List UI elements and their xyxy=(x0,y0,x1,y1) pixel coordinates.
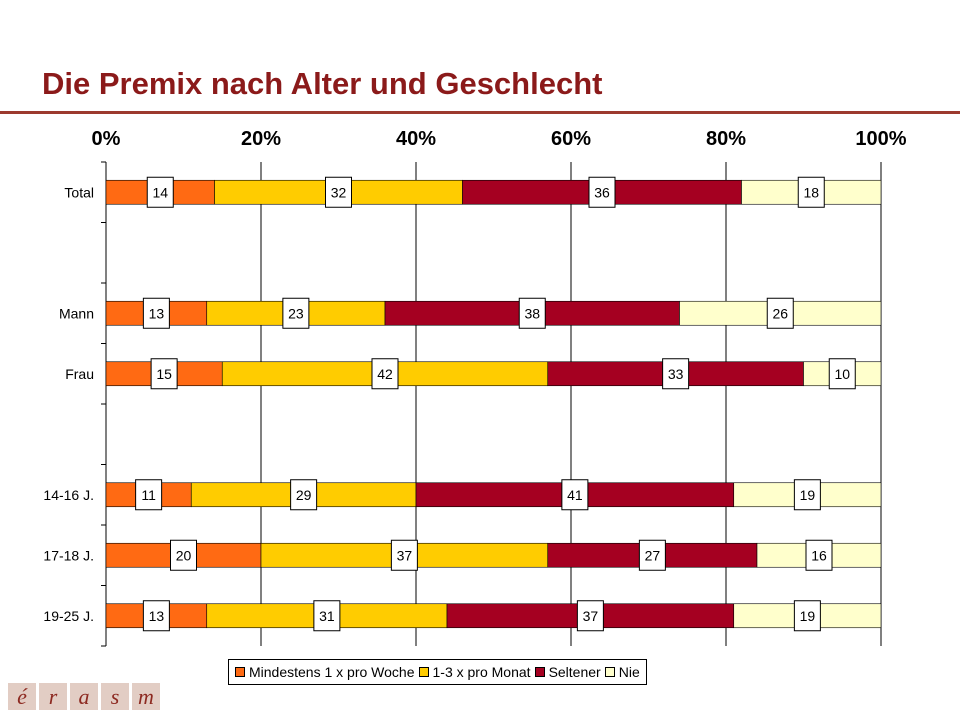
data-label-box xyxy=(576,600,604,632)
logo-letter: a xyxy=(70,683,98,710)
data-label-box xyxy=(371,358,399,390)
data-label: 31 xyxy=(319,608,335,624)
legend-item: Nie xyxy=(604,664,640,680)
x-tick-label: 100% xyxy=(855,128,906,150)
data-label-box xyxy=(313,600,341,632)
data-label-box xyxy=(518,297,546,329)
data-label-box xyxy=(828,358,856,390)
data-label: 38 xyxy=(524,305,540,321)
data-label-box xyxy=(142,297,170,329)
x-tick-label: 0% xyxy=(92,128,121,150)
legend-swatch xyxy=(418,667,429,677)
legend-swatch xyxy=(534,667,545,677)
legend-swatch xyxy=(604,667,615,677)
data-label: 32 xyxy=(331,184,347,200)
data-label: 23 xyxy=(288,305,304,321)
data-label-box xyxy=(561,479,589,511)
data-label: 26 xyxy=(772,305,788,321)
legend-swatch xyxy=(235,667,245,677)
stacked-bar-chart: 0% 20% 40% 60% 80% 100% Total 14 32 36 18 Mann 13 23 3… xyxy=(43,128,907,647)
data-label-box xyxy=(290,479,318,511)
data-label-box xyxy=(793,600,821,632)
data-label-box xyxy=(150,358,178,390)
data-label-box xyxy=(282,297,310,329)
data-label-box xyxy=(390,539,418,571)
data-label: 16 xyxy=(811,547,827,563)
data-label: 14 xyxy=(152,184,168,200)
data-label: 19 xyxy=(800,608,816,624)
chart-legend: Mindestens 1 x pro Woche 1-3 x pro Monat S… xyxy=(228,659,647,685)
data-label: 41 xyxy=(567,487,583,503)
data-label: 15 xyxy=(156,366,172,382)
data-label: 13 xyxy=(149,608,165,624)
data-label-box xyxy=(588,176,616,208)
logo-letter: r xyxy=(39,683,67,710)
data-label-box xyxy=(805,539,833,571)
x-tick-label: 60% xyxy=(551,128,591,150)
data-label-box xyxy=(146,176,174,208)
category-label: 14-16 J. xyxy=(43,487,94,503)
legend-item: Mindestens 1 x pro Woche xyxy=(235,664,415,680)
data-label: 29 xyxy=(296,487,312,503)
data-label-box xyxy=(170,539,197,571)
category-label: Mann xyxy=(59,305,94,321)
data-label-box xyxy=(797,176,825,208)
legend-label: Mindestens 1 x pro Woche xyxy=(249,664,415,680)
legend-label: Nie xyxy=(618,664,640,680)
data-label-box xyxy=(142,600,170,632)
data-label: 10 xyxy=(834,366,850,382)
x-tick-label: 20% xyxy=(241,128,281,150)
data-label: 37 xyxy=(397,547,413,563)
data-label-box xyxy=(793,479,821,511)
data-label-box xyxy=(638,539,666,571)
data-label: 37 xyxy=(583,608,599,624)
data-label: 36 xyxy=(594,184,610,200)
data-label: 19 xyxy=(800,487,816,503)
data-label: 20 xyxy=(176,547,192,563)
legend-label: 1-3 x pro Monat xyxy=(432,664,531,680)
data-label: 27 xyxy=(645,547,661,563)
data-label: 33 xyxy=(668,366,684,382)
data-label-box xyxy=(325,176,352,208)
category-label: 17-18 J. xyxy=(43,547,94,563)
data-label: 11 xyxy=(141,487,156,503)
legend-label: Seltener xyxy=(548,664,601,680)
legend-item: 1-3 x pro Monat xyxy=(418,664,531,680)
logo-letter: s xyxy=(101,683,129,710)
x-tick-label: 80% xyxy=(706,128,746,150)
title-divider xyxy=(0,111,960,114)
data-label: 18 xyxy=(803,184,819,200)
category-label: 19-25 J. xyxy=(43,608,94,624)
category-label: Total xyxy=(64,184,94,200)
legend-item: Seltener xyxy=(534,664,601,680)
data-label-box xyxy=(662,358,690,390)
data-label-box xyxy=(766,297,794,329)
data-label: 42 xyxy=(377,366,393,382)
category-label: Frau xyxy=(65,366,94,382)
page-title: Die Premix nach Alter und Geschlecht xyxy=(42,66,603,101)
data-label-box xyxy=(135,479,163,511)
data-label: 13 xyxy=(149,305,165,321)
logo-letter: é xyxy=(8,683,36,710)
logo-letter: m xyxy=(132,683,160,710)
x-tick-label: 40% xyxy=(396,128,436,150)
